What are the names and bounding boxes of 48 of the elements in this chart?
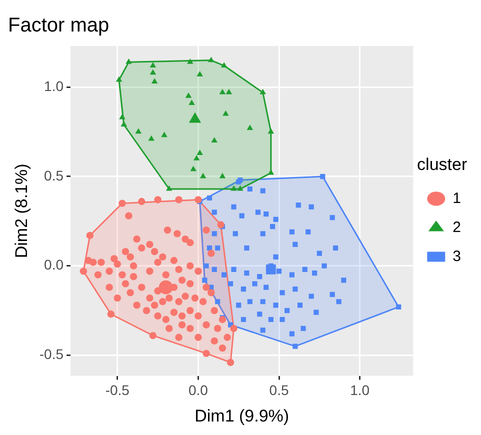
point	[135, 128, 142, 134]
point	[190, 166, 196, 172]
point	[188, 100, 195, 105]
chart-title: Factor map	[8, 14, 110, 37]
point	[208, 56, 214, 62]
point	[116, 76, 122, 82]
legend-label: 1	[452, 190, 461, 207]
x-tick-label: 0.5	[269, 382, 289, 398]
legend-title: cluster	[417, 154, 468, 174]
y-axis-title: Dim2 (8.1%)	[12, 164, 31, 258]
point	[219, 88, 226, 94]
point	[150, 62, 156, 68]
x-tick-label: 1.0	[350, 382, 370, 398]
point	[226, 88, 232, 94]
point	[237, 185, 244, 191]
point	[185, 92, 192, 98]
y-tick-label: -0.5	[39, 346, 64, 362]
point	[196, 150, 203, 156]
point	[196, 71, 203, 76]
point	[120, 121, 127, 126]
point	[126, 58, 132, 64]
x-axis-title: Dim1 (9.9%)	[194, 406, 290, 426]
point	[211, 137, 218, 143]
y-tick-label: 0.0	[44, 256, 64, 273]
y-tick-label: 1.0	[44, 78, 64, 94]
legend-label: 3	[452, 248, 461, 265]
point	[222, 110, 229, 116]
y-tick-label: 0.5	[44, 167, 64, 184]
point	[148, 135, 154, 141]
point	[219, 172, 226, 178]
x-tick-label: 0.0	[188, 382, 208, 398]
legend-label: 2	[452, 218, 461, 236]
point	[246, 124, 254, 130]
point	[150, 69, 156, 75]
point	[220, 62, 228, 68]
point	[200, 172, 206, 178]
point	[188, 112, 202, 123]
point	[230, 185, 237, 191]
point	[187, 58, 194, 64]
point	[268, 169, 274, 175]
point	[161, 132, 168, 138]
x-tick-label: -0.5	[105, 382, 130, 398]
point	[193, 155, 200, 160]
point	[119, 114, 126, 120]
point	[151, 78, 158, 84]
point	[166, 185, 172, 191]
point	[260, 88, 266, 94]
point	[268, 128, 274, 134]
